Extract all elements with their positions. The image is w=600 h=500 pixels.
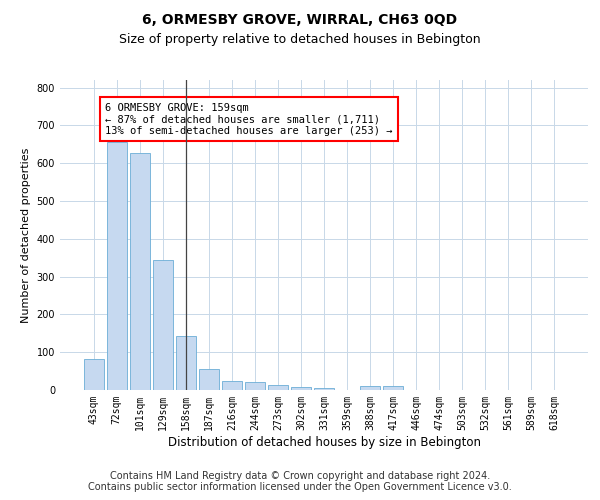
Bar — [245, 382, 265, 390]
Text: Size of property relative to detached houses in Bebington: Size of property relative to detached ho… — [119, 32, 481, 46]
Bar — [84, 359, 104, 390]
Bar — [268, 385, 288, 390]
Bar — [383, 386, 403, 390]
Bar — [222, 380, 242, 390]
Bar — [360, 386, 380, 390]
Bar — [176, 336, 196, 390]
Bar — [291, 387, 311, 390]
Text: 6, ORMESBY GROVE, WIRRAL, CH63 0QD: 6, ORMESBY GROVE, WIRRAL, CH63 0QD — [142, 12, 458, 26]
X-axis label: Distribution of detached houses by size in Bebington: Distribution of detached houses by size … — [167, 436, 481, 448]
Bar — [314, 388, 334, 390]
Text: Contains HM Land Registry data © Crown copyright and database right 2024.
Contai: Contains HM Land Registry data © Crown c… — [88, 471, 512, 492]
Y-axis label: Number of detached properties: Number of detached properties — [21, 148, 31, 322]
Text: 6 ORMESBY GROVE: 159sqm
← 87% of detached houses are smaller (1,711)
13% of semi: 6 ORMESBY GROVE: 159sqm ← 87% of detache… — [105, 102, 393, 136]
Bar — [199, 369, 218, 390]
Bar — [130, 152, 149, 390]
Bar — [107, 142, 127, 390]
Bar — [153, 260, 173, 390]
